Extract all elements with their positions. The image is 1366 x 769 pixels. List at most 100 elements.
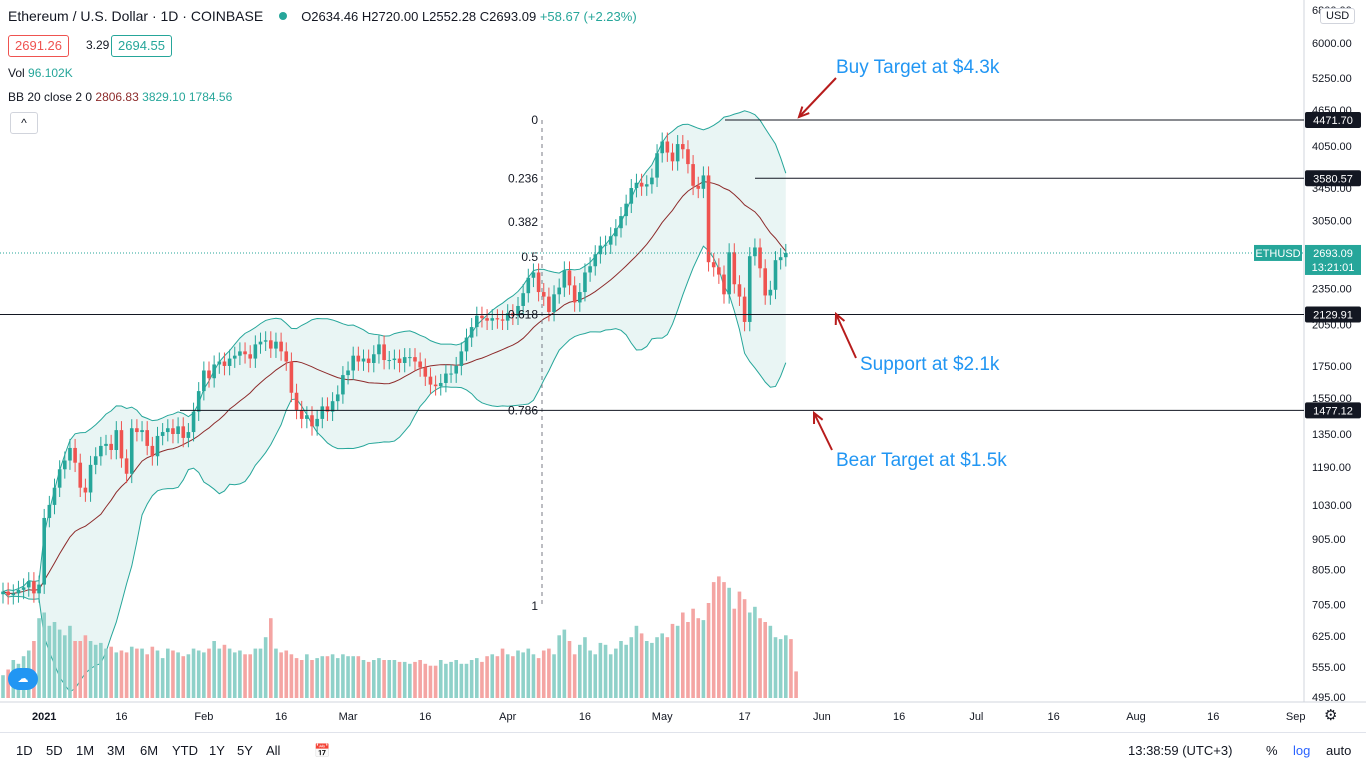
candle-body bbox=[500, 319, 505, 321]
horizontal-level-label: 1477.12 bbox=[1313, 405, 1353, 417]
horizontal-level-label: 2129.91 bbox=[1313, 309, 1353, 321]
volume-bar bbox=[335, 658, 340, 698]
volume-legend[interactable]: Vol 96.102K bbox=[8, 66, 73, 80]
candle bbox=[490, 309, 495, 331]
candle-body bbox=[150, 445, 155, 457]
timeframe-ytd[interactable]: YTD bbox=[172, 743, 198, 758]
candle-body bbox=[377, 344, 381, 355]
candle-body bbox=[593, 254, 598, 267]
log-scale-button[interactable]: log bbox=[1293, 743, 1311, 758]
buy-button[interactable]: 2694.55 bbox=[111, 35, 172, 57]
candle bbox=[114, 421, 119, 460]
sell-button[interactable]: 2691.26 bbox=[8, 35, 69, 57]
candle-body bbox=[665, 141, 670, 153]
candle bbox=[166, 419, 170, 442]
candle bbox=[135, 419, 139, 442]
volume-bar bbox=[212, 641, 216, 698]
symbol-title[interactable]: Ethereum / U.S. Dollar · 1D · COINBASE bbox=[8, 8, 264, 24]
volume-bar bbox=[475, 658, 479, 698]
candle bbox=[279, 332, 283, 361]
collapse-legend-button[interactable]: ^ bbox=[10, 112, 38, 134]
volume-bar bbox=[619, 641, 623, 698]
candle bbox=[516, 296, 520, 326]
candle-body bbox=[459, 351, 464, 366]
tradingview-logo-icon[interactable]: ☁ bbox=[8, 668, 38, 690]
volume-bar bbox=[789, 639, 793, 698]
candle-body bbox=[773, 260, 778, 290]
candle-body bbox=[392, 358, 397, 361]
candle bbox=[742, 287, 747, 332]
candle bbox=[469, 318, 474, 347]
candle bbox=[356, 346, 361, 371]
candle bbox=[171, 419, 175, 444]
candle-body bbox=[418, 361, 422, 368]
volume-bar bbox=[768, 625, 773, 698]
candle-body bbox=[166, 428, 170, 433]
auto-scale-button[interactable]: auto bbox=[1326, 743, 1352, 758]
timeframe-5d[interactable]: 5D bbox=[46, 743, 63, 758]
y-tick-label: 2050.00 bbox=[1312, 319, 1352, 331]
market-status-icon bbox=[279, 12, 288, 20]
candle-body bbox=[547, 296, 551, 312]
volume-bar bbox=[624, 644, 628, 698]
timeframe-1y[interactable]: 1Y bbox=[209, 743, 225, 758]
candle bbox=[160, 423, 165, 446]
candle-body bbox=[541, 292, 546, 297]
candle-body bbox=[737, 284, 742, 297]
y-tick-label: 1550.00 bbox=[1312, 393, 1352, 405]
timeframe-3m[interactable]: 3M bbox=[107, 743, 126, 758]
symbol-tag bbox=[1254, 244, 1302, 261]
candle bbox=[562, 261, 567, 297]
price-chart[interactable]: 495.00555.00625.00705.00805.00905.001030… bbox=[0, 0, 1366, 732]
candle-body bbox=[294, 392, 299, 410]
timeframe-1m[interactable]: 1M bbox=[76, 743, 95, 758]
volume-bar bbox=[408, 663, 412, 698]
volume-bar bbox=[526, 648, 531, 698]
candle bbox=[88, 455, 93, 502]
volume-bar bbox=[207, 648, 211, 698]
last-price-label: 2693.09 bbox=[1313, 248, 1353, 260]
timeframe-5y[interactable]: 5Y bbox=[237, 743, 253, 758]
y-tick-label: 905.00 bbox=[1312, 534, 1346, 546]
volume-bar bbox=[392, 660, 397, 698]
y-tick-label: 805.00 bbox=[1312, 565, 1346, 577]
candle bbox=[531, 263, 536, 288]
candle-body bbox=[655, 153, 659, 178]
candle bbox=[557, 278, 561, 304]
candle-body bbox=[588, 266, 592, 273]
volume-bar bbox=[567, 641, 572, 698]
volume-bar bbox=[480, 661, 484, 698]
timeframe-6m[interactable]: 6M bbox=[140, 743, 159, 758]
candle-body bbox=[330, 401, 335, 412]
volume-bar bbox=[269, 618, 273, 698]
candle bbox=[11, 584, 16, 605]
candle bbox=[629, 179, 634, 214]
settings-gear-icon[interactable]: ⚙ bbox=[1324, 707, 1338, 724]
candle-body bbox=[634, 182, 639, 189]
candle-body bbox=[202, 370, 206, 392]
volume-bar bbox=[572, 654, 577, 698]
volume-bar bbox=[299, 660, 304, 698]
clock-readout[interactable]: 13:38:59 (UTC+3) bbox=[1128, 743, 1233, 758]
candle-body bbox=[217, 361, 222, 365]
volume-bar bbox=[578, 644, 582, 698]
candle bbox=[1, 582, 5, 604]
horizontal-level-tag bbox=[1305, 112, 1361, 129]
volume-bar bbox=[634, 625, 639, 698]
candle-body bbox=[279, 341, 283, 352]
candle bbox=[495, 309, 500, 329]
open-value: O2634.46 bbox=[301, 8, 359, 24]
bollinger-legend[interactable]: BB 20 close 2 0 2806.83 3829.10 1784.56 bbox=[8, 90, 232, 104]
candle-body bbox=[408, 357, 412, 359]
percent-scale-button[interactable]: % bbox=[1266, 743, 1278, 758]
candle bbox=[99, 436, 103, 466]
currency-button[interactable]: USD bbox=[1320, 8, 1356, 24]
candle-body bbox=[269, 340, 273, 349]
date-range-icon[interactable]: 📅 bbox=[314, 743, 331, 758]
timeframe-all[interactable]: All bbox=[266, 743, 281, 758]
candle bbox=[521, 284, 525, 316]
candle bbox=[73, 438, 77, 473]
close-value: C2693.09 bbox=[479, 8, 537, 24]
candle bbox=[459, 342, 464, 376]
timeframe-1d[interactable]: 1D bbox=[16, 743, 33, 758]
